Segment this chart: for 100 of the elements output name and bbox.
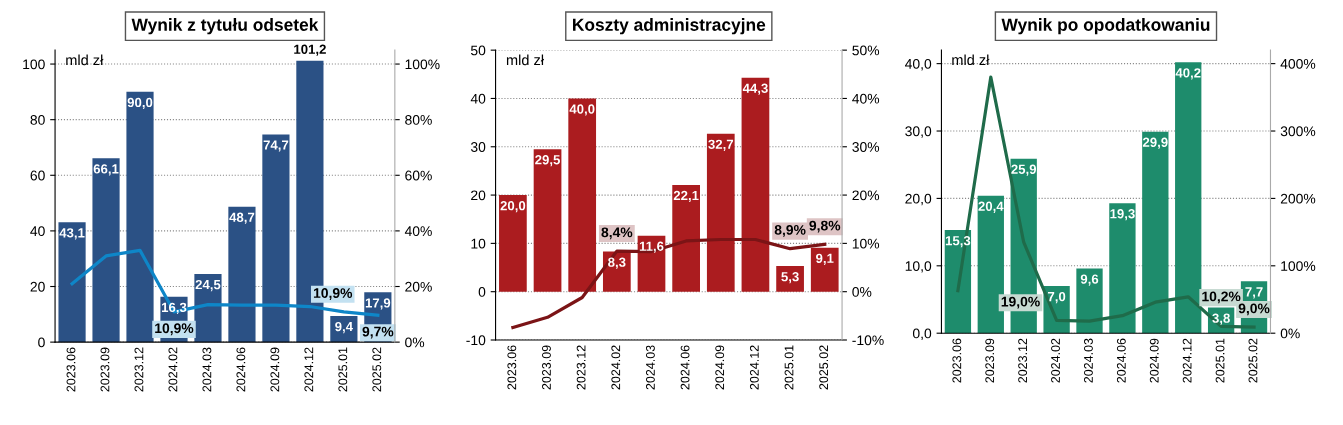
data-label: 24,5 — [195, 279, 221, 292]
data-label: 29,5 — [535, 155, 561, 167]
y2-tick-label: 100% — [405, 59, 440, 70]
y-tick-label: 60 — [30, 170, 45, 181]
data-label: 8,9% — [774, 225, 806, 237]
bar — [92, 158, 120, 343]
bar — [568, 98, 597, 292]
x-tick-label: 2024.03 — [1084, 338, 1093, 383]
y2-tick-label: 0% — [1280, 328, 1300, 339]
y-tick-label: 40,0 — [905, 58, 932, 71]
y2-tick-label: 200% — [1280, 193, 1316, 204]
data-label: 16,3 — [161, 302, 187, 314]
x-tick-label: 2023.12 — [134, 347, 144, 392]
data-label: 40,2 — [1175, 68, 1201, 80]
x-tick-label: 2023.09 — [985, 338, 995, 383]
y2-tick-label: 50% — [852, 45, 880, 56]
y-tick-label: 40 — [470, 93, 486, 104]
x-tick-label: 2025.02 — [1248, 338, 1258, 383]
data-label: 25,9 — [1011, 164, 1037, 176]
y2-tick-label: 40% — [404, 226, 432, 237]
bar — [1109, 203, 1136, 334]
data-label: 17,9 — [365, 298, 391, 310]
y2-tick-label: 80% — [405, 115, 432, 125]
data-label: 15,3 — [945, 235, 971, 248]
data-label: 20,0 — [500, 200, 526, 213]
x-tick-label: 2025.02 — [819, 345, 829, 390]
data-label: 48,7 — [229, 212, 255, 224]
x-tick-label: 2024.06 — [1116, 338, 1126, 383]
data-label: 20,4 — [978, 201, 1004, 213]
bar — [126, 91, 154, 343]
y2-tick-label: 10% — [852, 238, 880, 249]
bar — [262, 134, 290, 343]
data-label: 44,3 — [742, 83, 768, 95]
data-label: 9,8% — [809, 220, 841, 233]
data-label: 9,4 — [335, 321, 353, 334]
y-tick-label: 0,0 — [912, 328, 932, 341]
y-tick-label: 10,0 — [905, 261, 932, 273]
bar — [810, 247, 839, 292]
y-tick-label: 0 — [478, 287, 486, 297]
x-tick-label: 2024.03 — [645, 345, 655, 390]
data-label: 7,0 — [1048, 291, 1066, 304]
chart-title: Koszty administracyjne — [573, 18, 766, 35]
data-label: 9,6 — [1080, 274, 1099, 286]
data-label: 10,2% — [1202, 291, 1241, 304]
data-label: 29,9 — [1142, 137, 1168, 149]
x-tick-label: 2024.12 — [304, 347, 314, 392]
x-tick-label: 2024.09 — [1149, 338, 1159, 383]
y2-tick-label: 100% — [1281, 261, 1316, 271]
bar — [499, 195, 527, 292]
data-label: 9,7% — [362, 326, 394, 339]
data-label: 19,0% — [1001, 296, 1040, 309]
x-tick-label: 2024.02 — [611, 345, 621, 390]
y2-tick-label: 20% — [405, 281, 432, 292]
x-tick-label: 2024.12 — [1182, 338, 1192, 383]
y-tick-label: 10 — [471, 238, 486, 249]
x-tick-label: 2024.06 — [236, 347, 246, 392]
data-label: 32,7 — [708, 139, 734, 151]
bar — [741, 77, 770, 292]
data-label: 10,9% — [155, 323, 194, 336]
data-label: 9,1 — [816, 253, 834, 265]
y2-tick-label: 400% — [1280, 58, 1316, 69]
y-tick-label: 20 — [30, 281, 45, 292]
bar — [672, 184, 700, 292]
y2-tick-label: 0% — [852, 287, 872, 297]
chart-title: Wynik po opodatkowaniu — [1001, 18, 1210, 35]
y-tick-label: -10 — [466, 335, 486, 346]
bar — [533, 149, 562, 292]
y2-tick-label: 30% — [852, 142, 880, 152]
data-label: 8,3 — [608, 257, 626, 269]
data-label: 5,3 — [781, 271, 799, 284]
data-label: 3,8 — [1212, 313, 1230, 325]
x-tick-label: 2024.03 — [202, 347, 212, 392]
y2-tick-label: 300% — [1280, 126, 1316, 137]
y-tick-label: 80 — [30, 115, 45, 125]
x-tick-label: 2024.06 — [680, 345, 690, 390]
bar — [58, 222, 86, 343]
x-tick-label: 2024.09 — [715, 345, 725, 390]
y-tick-label: 0 — [38, 337, 45, 348]
data-label: 90,0 — [127, 97, 153, 110]
data-label: 101,2 — [294, 44, 326, 56]
x-tick-label: 2023.09 — [100, 347, 110, 392]
data-label: 74,7 — [263, 140, 289, 152]
y-tick-label: 40 — [30, 226, 45, 237]
y2-tick-label: 60% — [405, 170, 432, 181]
x-tick-label: 2023.06 — [66, 347, 76, 392]
x-tick-label: 2024.02 — [168, 347, 178, 392]
y-tick-label: 50 — [470, 45, 486, 56]
x-tick-label: 2023.09 — [542, 345, 551, 390]
data-label: 66,1 — [93, 164, 119, 176]
data-label: 43,1 — [59, 228, 85, 240]
y-axis-title: mld zł — [66, 54, 104, 66]
x-tick-label: 2024.12 — [749, 345, 759, 390]
bar — [228, 206, 256, 343]
data-label: 10,9% — [313, 288, 353, 300]
data-label: 9,0% — [1238, 303, 1270, 316]
data-label: 19,3 — [1110, 209, 1135, 221]
x-tick-label: 2024.09 — [270, 347, 280, 392]
x-tick-label: 2025.02 — [372, 347, 382, 392]
y2-tick-label: 40% — [852, 93, 880, 104]
y-axis-title: mld zł — [506, 54, 544, 66]
